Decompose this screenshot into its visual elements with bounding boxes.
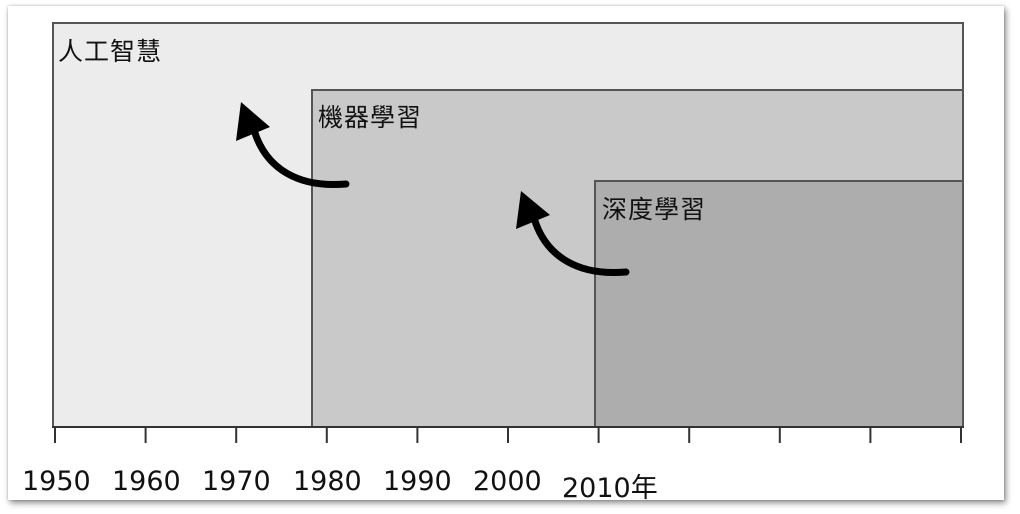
tick-label-1990: 1990 (383, 466, 452, 497)
tick-label-2010: 2010年 (562, 473, 658, 504)
dl-region (594, 180, 964, 428)
dl-label: 深度學習 (602, 195, 707, 224)
ml-label: 機器學習 (318, 103, 423, 132)
tick-label-2000: 2000 (473, 466, 542, 497)
arrowhead-ml-to-ai (236, 102, 270, 141)
arrow-dl-to-ml (530, 214, 630, 277)
tick-label-1980: 1980 (293, 466, 362, 497)
arrowhead-dl-to-ml (516, 191, 550, 229)
arrow-ml-to-ai (250, 126, 350, 189)
ai-label: 人工智慧 (58, 37, 163, 66)
tick-label-1970: 1970 (202, 466, 271, 497)
timeline-ticks (54, 427, 962, 443)
tick-label-1960: 1960 (112, 466, 181, 497)
tick-label-1950: 1950 (22, 466, 91, 497)
